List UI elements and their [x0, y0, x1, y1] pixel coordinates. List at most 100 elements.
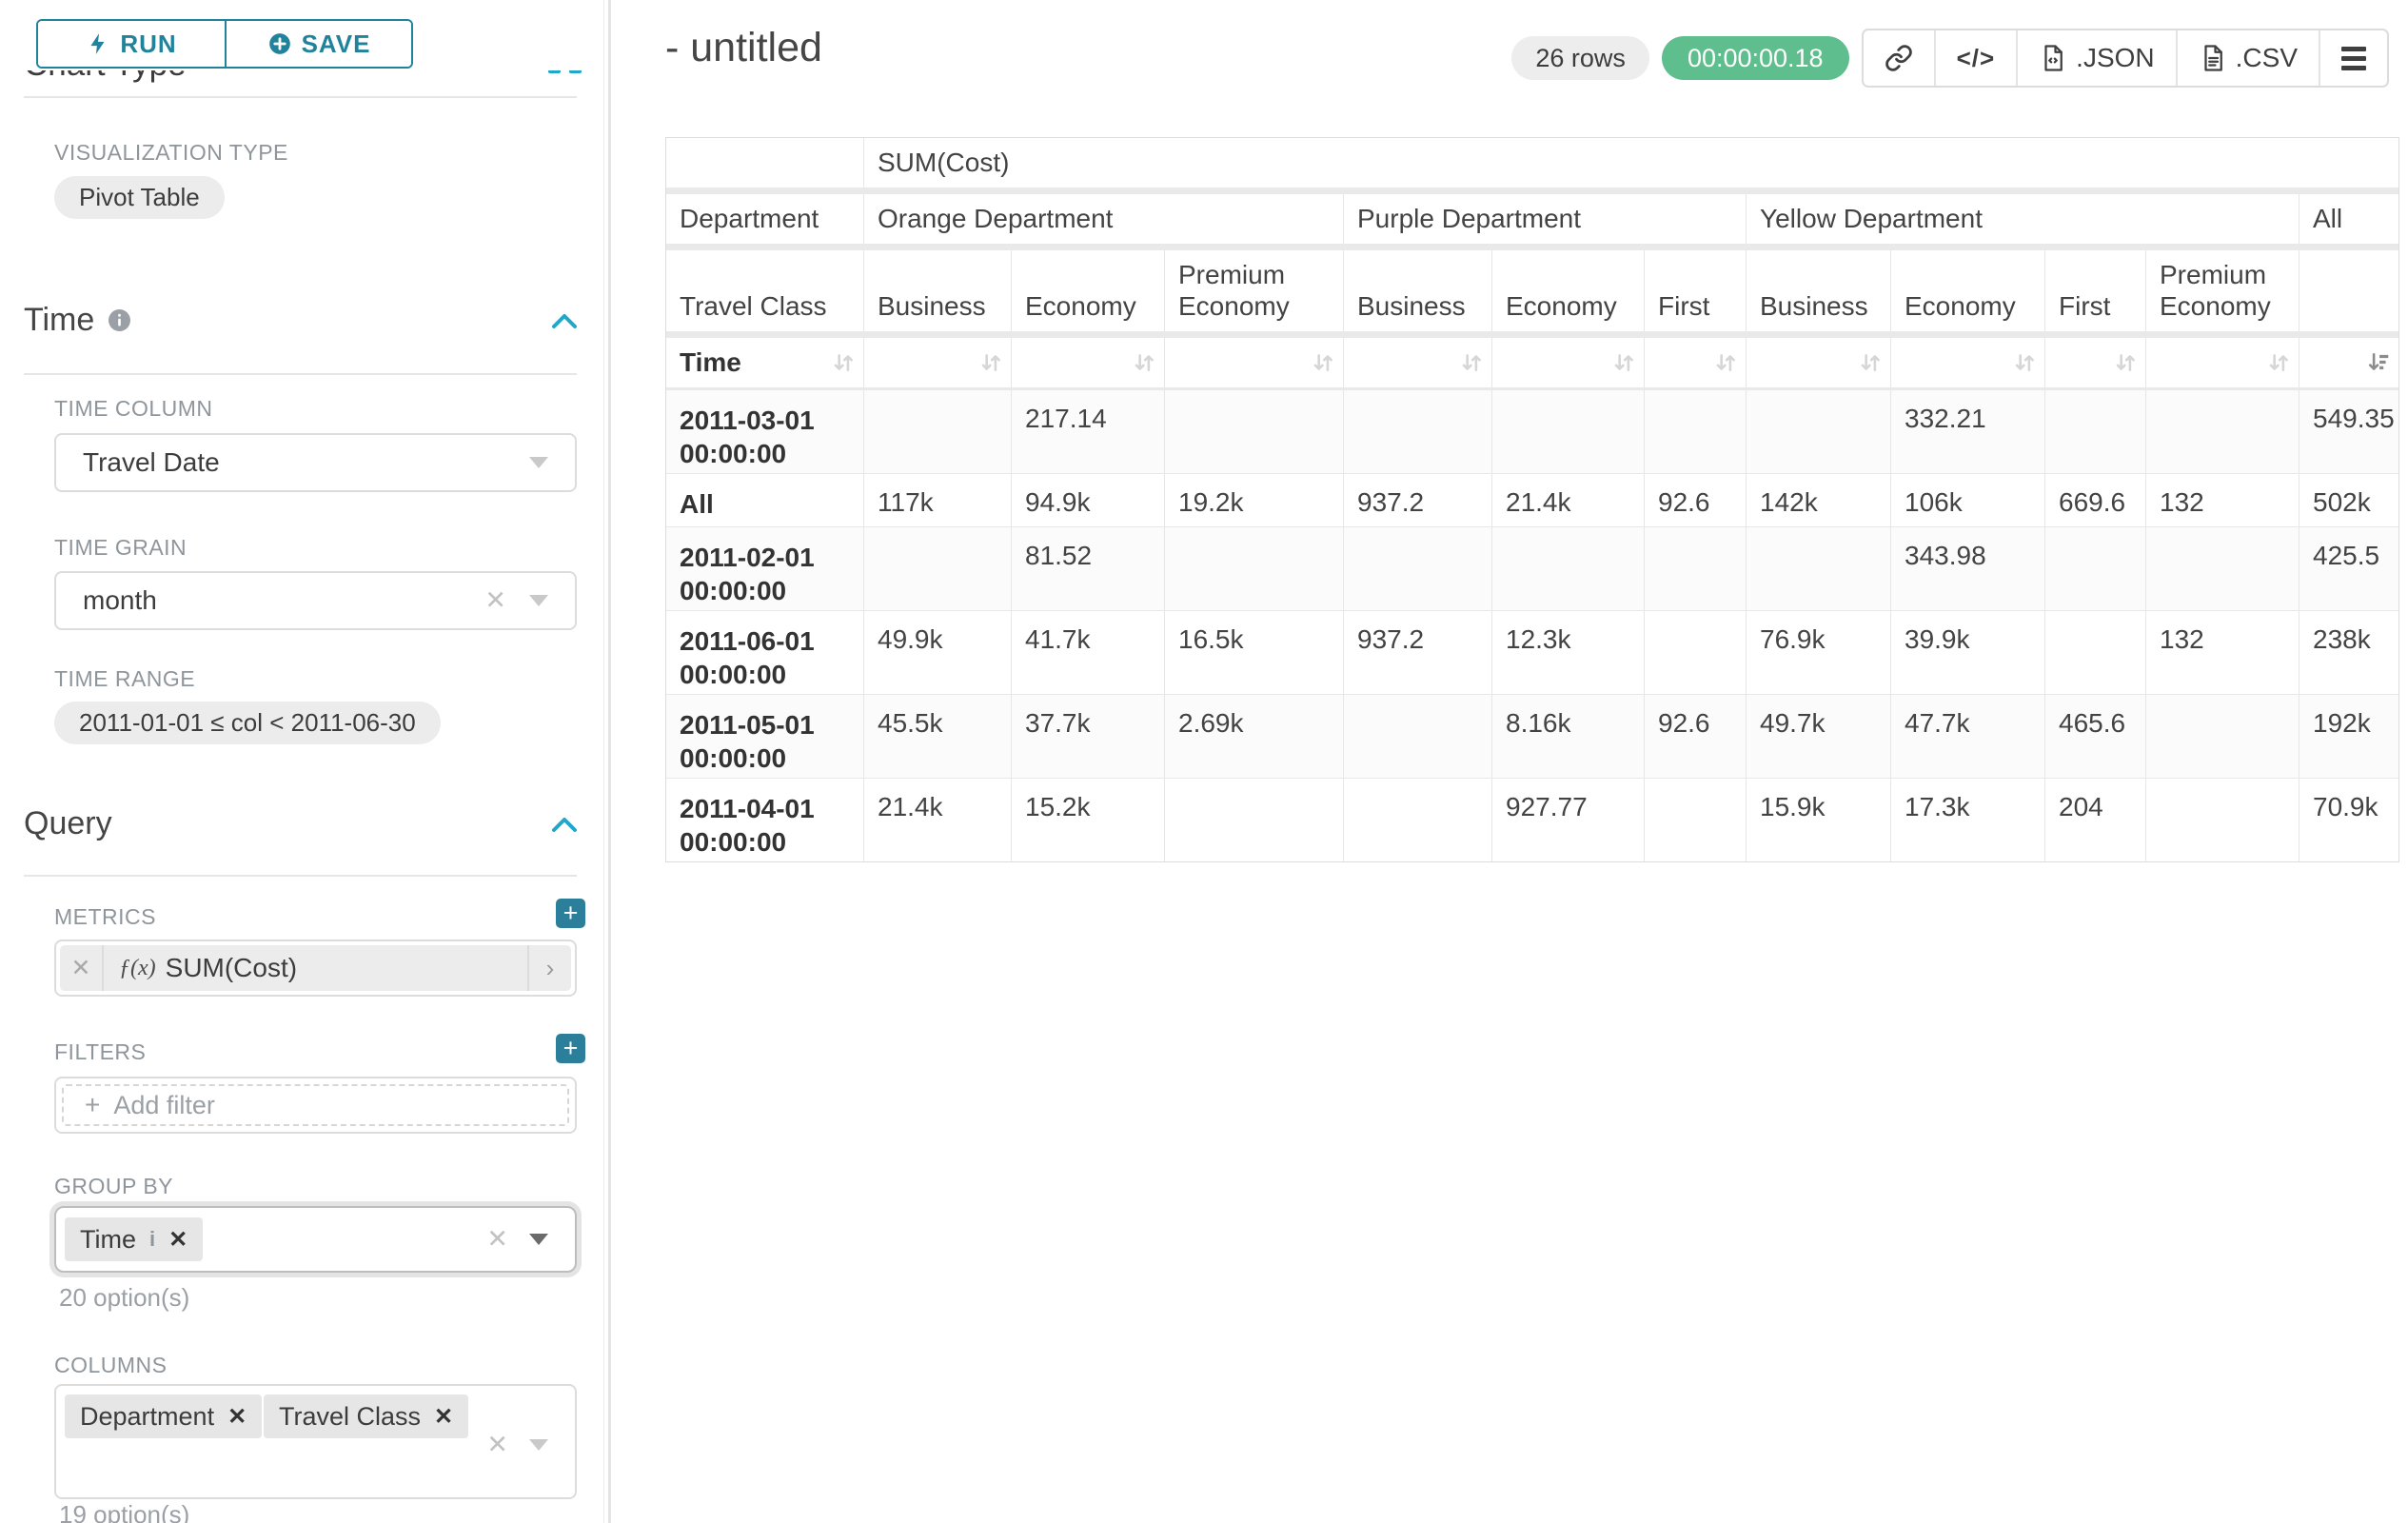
value-cell: 465.6 — [2045, 695, 2146, 778]
code-icon: </> — [1956, 43, 1996, 72]
clear-icon[interactable]: ✕ — [484, 585, 506, 615]
time-range-pill[interactable]: 2011-01-01 ≤ col < 2011-06-30 — [54, 702, 441, 744]
chart-title[interactable]: - untitled — [665, 25, 822, 70]
menu-button[interactable] — [2319, 30, 2387, 86]
sort-toggle-cell[interactable] — [2045, 338, 2146, 387]
value-cell: 37.7k — [1012, 695, 1165, 778]
clear-icon[interactable]: ✕ — [486, 1430, 508, 1459]
sort-toggle-cell[interactable] — [1344, 338, 1492, 387]
metrics-field: ✕ ƒ(x) SUM(Cost) › — [54, 940, 577, 997]
sort-icon — [1861, 354, 1880, 371]
sort-icon — [1716, 354, 1735, 371]
group-by-chip[interactable]: Time i ✕ — [65, 1217, 204, 1261]
value-cell: 92.6 — [1645, 474, 1747, 526]
value-cell: 117k — [864, 474, 1012, 526]
value-cell — [864, 527, 1012, 610]
clear-icon[interactable]: ✕ — [486, 1224, 508, 1254]
value-cell: 217.14 — [1012, 390, 1165, 473]
value-cell: 502k — [2313, 487, 2371, 517]
row-label-cell: 2011-06-01 00:00:00 — [666, 611, 864, 694]
columns-label: COLUMNS — [54, 1353, 168, 1377]
value-cell: 15.2k — [1012, 779, 1165, 861]
add-metric-button[interactable]: + — [556, 899, 585, 928]
value-cell: 49.9k — [864, 611, 1012, 694]
value-cell: 15.9k — [1747, 779, 1891, 861]
metric-chip[interactable]: ✕ ƒ(x) SUM(Cost) › — [60, 945, 571, 991]
viz-type-pill[interactable]: Pivot Table — [54, 176, 225, 219]
value-cell: 16.5k — [1165, 611, 1344, 694]
info-icon: i — [149, 1227, 156, 1251]
sort-icon — [1313, 354, 1332, 371]
sort-toggle-cell[interactable] — [864, 338, 1012, 387]
filters-label: FILTERS — [54, 1039, 147, 1064]
share-link-button[interactable] — [1864, 30, 1934, 86]
value-cell: 132 — [2146, 611, 2299, 694]
sort-icon — [2116, 354, 2135, 371]
sort-toggle-cell[interactable] — [1747, 338, 1891, 387]
value-cell: 41.7k — [1012, 611, 1165, 694]
add-filter-button[interactable]: + Add filter — [62, 1084, 569, 1126]
remove-chip-icon[interactable]: ✕ — [227, 1403, 247, 1430]
collapse-query-icon[interactable] — [550, 815, 579, 836]
travel-class-cell: Economy — [1891, 250, 2045, 331]
value-cell: 343.98 — [1891, 527, 2045, 610]
save-button[interactable]: SAVE — [225, 21, 411, 67]
time-grain-select[interactable]: month ✕ — [54, 571, 577, 630]
clipped-control-icon[interactable] — [548, 68, 561, 73]
export-csv-button[interactable]: .CSV — [2175, 30, 2319, 86]
value-cell: 142k — [1747, 474, 1891, 526]
collapse-time-icon[interactable] — [550, 311, 579, 332]
value-cell — [1747, 527, 1891, 610]
plus-circle-icon — [268, 33, 290, 54]
columns-chip[interactable]: Department ✕ — [65, 1394, 263, 1438]
metric-header-cell: SUM(Cost) — [878, 148, 1010, 177]
travel-class-cell: Business — [1344, 250, 1492, 331]
value-cell — [1645, 527, 1747, 610]
value-cell: 669.6 — [2045, 474, 2146, 526]
remove-chip-icon[interactable]: ✕ — [168, 1226, 188, 1253]
value-cell: 192k — [2313, 708, 2371, 738]
sort-toggle-cell[interactable] — [1645, 338, 1747, 387]
run-button[interactable]: RUN — [38, 21, 225, 67]
view-query-button[interactable]: </> — [1933, 30, 2017, 86]
sort-toggle-cell[interactable] — [1165, 338, 1344, 387]
query-timer-badge: 00:00:00.18 — [1661, 36, 1849, 80]
clipped-control-icon[interactable] — [569, 68, 582, 73]
panel-scrollbar[interactable] — [608, 0, 611, 1523]
time-label: Time — [680, 347, 741, 377]
value-cell: 132 — [2146, 474, 2299, 526]
columns-chip[interactable]: Travel Class ✕ — [264, 1394, 469, 1438]
hamburger-icon — [2341, 46, 2366, 70]
sort-toggle-cell[interactable] — [2299, 338, 2398, 387]
time-sort-cell[interactable]: Time — [666, 338, 864, 387]
add-filter-plus-button[interactable]: + — [556, 1034, 585, 1063]
value-cell: 549.35 — [2313, 404, 2395, 433]
export-json-button[interactable]: .JSON — [2016, 30, 2175, 86]
remove-chip-icon[interactable]: ✕ — [434, 1403, 454, 1430]
sort-toggle-cell[interactable] — [1492, 338, 1645, 387]
value-cell: 8.16k — [1492, 695, 1645, 778]
sort-toggle-cell[interactable] — [1012, 338, 1165, 387]
travel-class-cell — [2299, 250, 2398, 331]
group-by-select[interactable]: Time i ✕ ✕ — [54, 1206, 577, 1273]
link-icon — [1885, 45, 1912, 71]
value-cell — [1645, 779, 1747, 861]
value-cell: 2.69k — [1165, 695, 1344, 778]
sort-toggle-cell[interactable] — [2146, 338, 2299, 387]
chevron-right-icon[interactable]: › — [527, 945, 571, 991]
info-icon — [109, 309, 131, 331]
time-column-label: TIME COLUMN — [54, 396, 213, 421]
table-row: 2011-04-01 00:00:00 21.4k 15.2k 927.77 15.9k… — [666, 778, 2398, 861]
remove-metric-icon[interactable]: ✕ — [60, 945, 104, 991]
department-group-cell: All — [2313, 204, 2343, 233]
travel-class-cell: Business — [1747, 250, 1891, 331]
sort-desc-icon — [2368, 353, 2389, 370]
value-cell: 81.52 — [1012, 527, 1165, 610]
columns-select[interactable]: Department ✕ Travel Class ✕ ✕ — [54, 1384, 577, 1499]
header-separator — [666, 188, 2398, 194]
value-cell — [2045, 527, 2146, 610]
sort-toggle-cell[interactable] — [1891, 338, 2045, 387]
time-column-select[interactable]: Travel Date — [54, 433, 577, 492]
bolt-icon — [90, 33, 105, 54]
header-separator — [666, 331, 2398, 338]
